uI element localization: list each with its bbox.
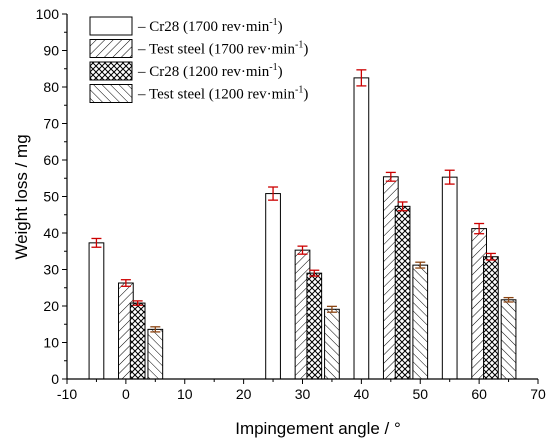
bar-series-1-2 <box>354 78 369 379</box>
y-tick-label: 30 <box>43 262 59 278</box>
y-tick-label: 60 <box>43 152 59 168</box>
legend-swatch-4 <box>90 85 132 103</box>
x-tick-label: 20 <box>236 386 252 402</box>
legend: – Cr28 (1700 rev·min-1) – Test steel (170… <box>90 17 308 103</box>
bar-series-3-3 <box>484 257 499 379</box>
x-tick-label: -10 <box>57 386 77 402</box>
legend-label-3: – Cr28 (1200 rev·min-1) <box>137 62 283 80</box>
bar-series-1-1 <box>266 194 281 379</box>
bar-series-1-3 <box>442 177 457 379</box>
bar-series-4-3 <box>501 300 516 379</box>
y-tick-label: 10 <box>43 335 59 351</box>
bar-series-4-1 <box>325 309 340 379</box>
y-tick-label: 70 <box>43 116 59 132</box>
x-tick-label: 30 <box>295 386 311 402</box>
x-tick-label: 70 <box>530 386 546 402</box>
x-tick-label: 40 <box>354 386 370 402</box>
bar-series-4-0 <box>148 329 163 379</box>
x-tick-label: 0 <box>122 386 130 402</box>
bar-series-3-0 <box>130 303 145 379</box>
y-tick-label: 0 <box>51 371 59 387</box>
legend-swatch-3 <box>90 62 132 80</box>
legend-swatch-1 <box>90 17 132 35</box>
y-tick-label: 80 <box>43 79 59 95</box>
bar-series-3-1 <box>307 273 322 379</box>
legend-swatch-2 <box>90 40 132 58</box>
bar-series-4-2 <box>413 265 428 379</box>
y-tick-label: 90 <box>43 43 59 59</box>
bars-layer <box>89 78 516 379</box>
x-tick-label: 60 <box>471 386 487 402</box>
y-tick-label: 20 <box>43 298 59 314</box>
x-tick-label: 50 <box>412 386 428 402</box>
bar-series-3-2 <box>395 206 410 379</box>
y-tick-label: 40 <box>43 225 59 241</box>
legend-label-4: – Test steel (1200 rev·min-1) <box>137 85 308 103</box>
legend-label-2: – Test steel (1700 rev·min-1) <box>137 40 308 58</box>
y-tick-label: 50 <box>43 189 59 205</box>
x-axis-title: Impingement angle / ° <box>235 419 401 438</box>
y-tick-label: 100 <box>36 6 60 22</box>
legend-label-1: – Cr28 (1700 rev·min-1) <box>137 17 283 35</box>
y-axis-title: Weight loss / mg <box>12 134 31 259</box>
bar-series-1-0 <box>89 243 104 379</box>
x-tick-label: 10 <box>177 386 193 402</box>
